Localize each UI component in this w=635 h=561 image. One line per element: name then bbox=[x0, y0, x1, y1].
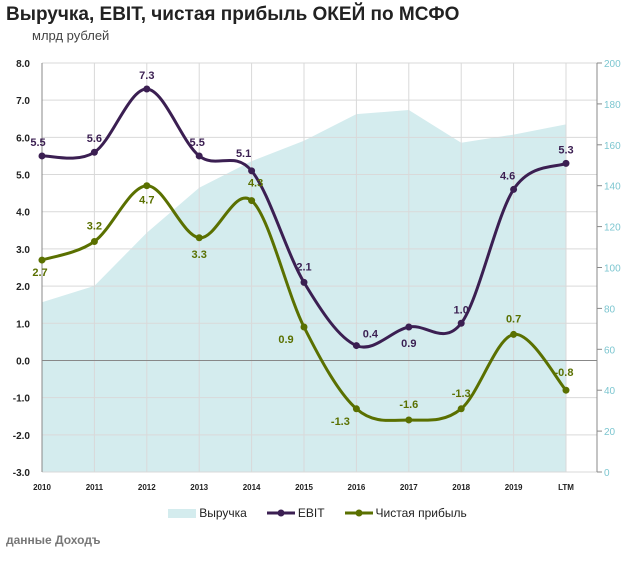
ebit-point bbox=[38, 152, 46, 160]
legend-item-ebit: EBIT bbox=[266, 506, 325, 520]
right-tick-label: 100 bbox=[604, 264, 621, 275]
ebit-point bbox=[352, 342, 360, 350]
ebit-point bbox=[248, 167, 256, 175]
chart-subtitle: млрд рублей bbox=[32, 28, 110, 43]
x-tick-label: 2018 bbox=[452, 483, 470, 492]
net-profit-data-label: 2.7 bbox=[32, 267, 47, 279]
left-tick-label: 7.0 bbox=[16, 96, 30, 107]
right-tick-label: 60 bbox=[604, 345, 616, 356]
ebit-point bbox=[300, 278, 308, 286]
net-profit-point bbox=[510, 330, 518, 338]
net-profit-point bbox=[352, 405, 360, 413]
net-profit-data-label: 0.7 bbox=[506, 313, 521, 325]
x-tick-label: 2010 bbox=[33, 483, 51, 492]
ebit-data-label: 5.5 bbox=[30, 137, 45, 149]
net-profit-point bbox=[248, 197, 256, 205]
x-tick-label: LTM bbox=[558, 483, 574, 492]
net-profit-point bbox=[90, 237, 98, 245]
left-tick-label: 0.0 bbox=[16, 356, 30, 367]
legend-label-ebit: EBIT bbox=[297, 506, 325, 520]
net-profit-point bbox=[457, 405, 465, 413]
right-tick-label: 0 bbox=[604, 468, 610, 479]
ebit-data-label: 5.3 bbox=[558, 144, 573, 156]
left-tick-label: 5.0 bbox=[16, 171, 30, 182]
net-profit-point bbox=[195, 234, 203, 242]
right-tick-label: 120 bbox=[604, 223, 621, 234]
ebit-point bbox=[90, 148, 98, 156]
ebit-point bbox=[195, 152, 203, 160]
net-profit-data-label: 4.3 bbox=[248, 178, 263, 190]
ebit-point bbox=[143, 85, 151, 93]
ebit-data-label: 5.5 bbox=[190, 137, 205, 149]
x-tick-label: 2019 bbox=[505, 483, 523, 492]
net-profit-data-label: -1.3 bbox=[331, 416, 350, 428]
x-tick-label: 2012 bbox=[138, 483, 156, 492]
net-profit-data-label: 3.2 bbox=[87, 220, 102, 232]
legend-swatch-revenue bbox=[168, 508, 197, 518]
x-tick-label: 2015 bbox=[295, 483, 313, 492]
legend-label-revenue: Выручка bbox=[199, 506, 247, 520]
net-profit-line bbox=[41, 184, 568, 423]
x-tick-label: 2014 bbox=[243, 483, 261, 492]
legend-label-net-profit: Чистая прибыль bbox=[375, 506, 467, 520]
right-tick-label: 80 bbox=[604, 304, 616, 315]
left-tick-label: 3.0 bbox=[16, 245, 30, 256]
ebit-data-label: 7.3 bbox=[139, 70, 154, 82]
x-tick-label: 2011 bbox=[86, 483, 104, 492]
ebit-point bbox=[562, 159, 570, 167]
ebit-data-label: 2.1 bbox=[296, 261, 311, 273]
right-tick-label: 20 bbox=[604, 427, 616, 438]
right-tick-label: 200 bbox=[604, 59, 621, 70]
net-profit-point bbox=[143, 182, 151, 190]
ebit-point bbox=[405, 323, 413, 331]
ebit-data-label: 0.4 bbox=[363, 329, 379, 341]
source-note: данные Доходъ bbox=[6, 533, 101, 547]
x-tick-label: 2016 bbox=[348, 483, 366, 492]
net-profit-data-label: 4.7 bbox=[139, 195, 154, 207]
left-tick-label: 4.0 bbox=[16, 208, 30, 219]
legend-swatch-net-profit bbox=[344, 509, 373, 517]
net-profit-point bbox=[405, 416, 413, 424]
right-tick-label: 180 bbox=[604, 100, 621, 111]
ebit-data-label: 0.9 bbox=[401, 338, 416, 350]
legend-swatch-ebit bbox=[266, 509, 295, 517]
net-profit-data-label: 0.9 bbox=[278, 334, 293, 346]
right-tick-label: 160 bbox=[604, 141, 621, 152]
right-tick-label: 140 bbox=[604, 182, 621, 193]
ebit-data-label: 5.1 bbox=[236, 148, 251, 160]
net-profit-data-label: -0.8 bbox=[555, 367, 574, 379]
net-profit-point bbox=[562, 386, 570, 394]
net-profit-data-label: -1.3 bbox=[452, 388, 471, 400]
net-profit-data-label: -1.6 bbox=[399, 399, 418, 411]
net-profit-point bbox=[300, 323, 308, 331]
right-tick-label: 40 bbox=[604, 386, 616, 397]
legend-item-revenue: Выручка bbox=[168, 506, 247, 520]
ebit-point bbox=[510, 185, 518, 193]
legend: Выручка EBIT Чистая прибыль bbox=[0, 506, 635, 520]
x-tick-label: 2017 bbox=[400, 483, 418, 492]
legend-item-net-profit: Чистая прибыль bbox=[344, 506, 467, 520]
net-profit-data-label: 3.3 bbox=[192, 249, 207, 261]
left-tick-label: 8.0 bbox=[16, 59, 30, 70]
net-profit-point bbox=[38, 256, 46, 264]
left-tick-label: -1.0 bbox=[13, 394, 31, 405]
left-tick-label: -3.0 bbox=[13, 468, 31, 479]
ebit-data-label: 5.6 bbox=[87, 133, 102, 145]
chart-title: Выручка, EBIT, чистая прибыль ОКЕЙ по МС… bbox=[6, 4, 460, 25]
left-tick-label: 2.0 bbox=[16, 282, 30, 293]
left-tick-label: -2.0 bbox=[13, 431, 31, 442]
x-tick-label: 2013 bbox=[190, 483, 208, 492]
left-tick-label: 1.0 bbox=[16, 319, 30, 330]
left-tick-label: 6.0 bbox=[16, 133, 30, 144]
ebit-data-label: 4.6 bbox=[500, 170, 515, 182]
ebit-point bbox=[457, 319, 465, 327]
ebit-data-label: 1.0 bbox=[454, 304, 469, 316]
